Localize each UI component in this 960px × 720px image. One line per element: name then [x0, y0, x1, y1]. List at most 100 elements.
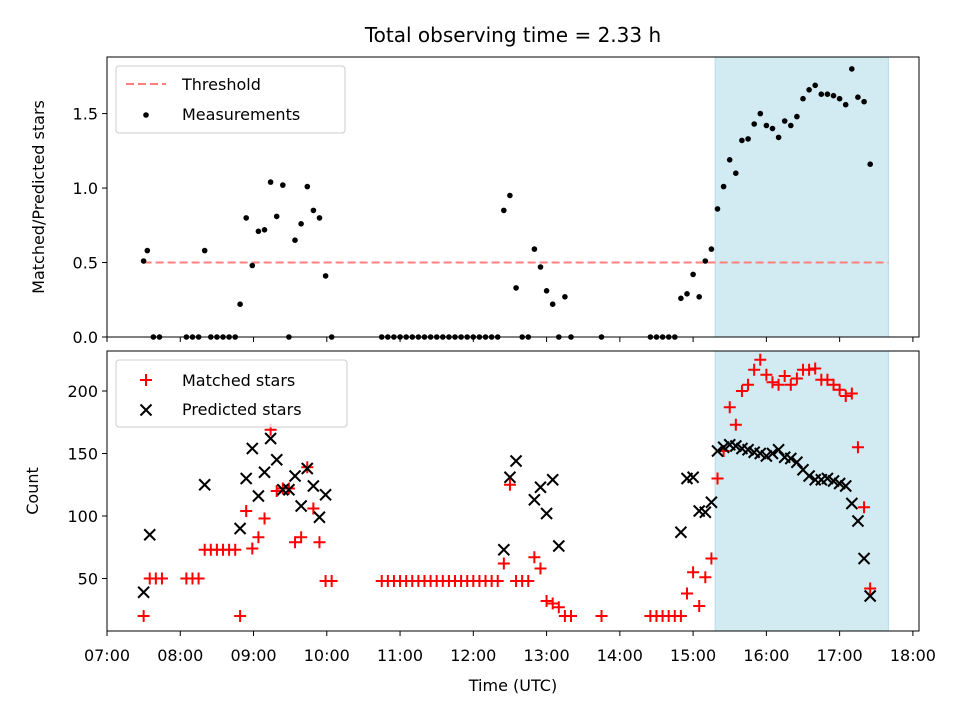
measurement-point: [267, 179, 274, 185]
x-stroke: [772, 443, 785, 456]
measurement-point: [690, 271, 696, 278]
measurement-point: [800, 95, 806, 102]
predicted-star-point: [863, 589, 877, 603]
measurement-point: [739, 137, 745, 144]
measurement-point: [842, 101, 849, 108]
x-stroke: [741, 443, 755, 456]
matched-star-point: [540, 595, 553, 607]
matched-star-point: [307, 502, 320, 515]
matched-star-point: [528, 551, 541, 564]
predicted-star-point: [270, 453, 283, 466]
x-stroke: [246, 442, 259, 455]
x-stroke: [729, 439, 743, 453]
predicted-star-point: [264, 432, 277, 445]
predicted-star-point: [509, 454, 523, 468]
x-stroke: [766, 447, 779, 460]
matched-star-point: [754, 353, 767, 366]
ratio-x-ticks: [106, 337, 914, 342]
measurement-point: [543, 288, 550, 294]
measurement-point: [855, 94, 861, 100]
x-stroke: [307, 479, 320, 493]
x-stroke: [839, 479, 852, 493]
matched-star-point: [760, 368, 773, 381]
legend-plus-marker: [140, 374, 152, 386]
predicted-star-point: [294, 499, 308, 513]
x-stroke: [143, 528, 156, 541]
y-tick-label: 0.5: [73, 254, 98, 273]
count-y-axis-label: Count: [23, 467, 42, 515]
matched-star-point: [809, 362, 822, 375]
measurement-point: [861, 98, 867, 105]
matched-star-point: [729, 418, 742, 431]
x-stroke: [239, 472, 253, 485]
observing-window-shade: [714, 350, 889, 632]
matched-star-point: [546, 597, 559, 610]
matched-star-point: [295, 531, 308, 544]
x-tick-label: 13:00: [524, 646, 570, 665]
x-stroke: [790, 456, 804, 469]
matched-star-point: [252, 531, 265, 544]
predicted-stars-points: [137, 432, 877, 603]
x-stroke: [282, 483, 296, 496]
ratio-legend: Threshold Measurements: [115, 65, 346, 134]
chart-title: Total observing time = 2.33 h: [364, 23, 661, 47]
measurement-point: [261, 227, 268, 233]
x-stroke: [851, 514, 865, 528]
count-legend: Matched stars Predicted stars: [115, 359, 348, 428]
predicted-star-point: [233, 522, 247, 535]
matched-star-point: [155, 572, 168, 585]
matched-star-point: [313, 536, 326, 549]
x-stroke: [754, 447, 767, 460]
x-stroke: [802, 469, 816, 483]
predicted-star-point: [546, 473, 559, 486]
x-stroke: [674, 526, 688, 539]
predicted-star-point: [258, 466, 271, 479]
measurement-point: [763, 122, 770, 129]
matched-star-point: [790, 372, 803, 385]
matched-star-point: [748, 363, 761, 376]
predicted-star-point: [686, 471, 700, 484]
predicted-star-point: [252, 489, 265, 503]
x-stroke: [827, 474, 840, 488]
measurement-point: [794, 113, 800, 120]
y-tick-label: 1.0: [73, 179, 98, 198]
count-panel-frame: [106, 350, 920, 632]
measurement-point: [249, 262, 256, 269]
x-stroke: [686, 471, 700, 484]
predicted-star-point: [137, 586, 150, 599]
matched-star-point: [534, 562, 547, 575]
legend-threshold-label: Threshold: [181, 75, 261, 94]
legend-x-marker: [139, 403, 153, 417]
predicted-star-point: [674, 526, 688, 539]
measurement-point: [501, 207, 507, 214]
legend-predicted-swatch: [139, 403, 153, 417]
predicted-star-point: [552, 539, 565, 553]
matched-star-point: [137, 610, 150, 622]
x-tick-label: 15:00: [670, 646, 716, 665]
predicted-star-point: [705, 496, 718, 509]
x-stroke: [233, 522, 247, 535]
matched-star-point: [735, 385, 748, 397]
measurement-point: [531, 246, 538, 252]
measurement-point: [708, 246, 715, 252]
x-tick-label: 16:00: [743, 646, 789, 665]
y-tick-label: 150: [67, 445, 98, 464]
x-stroke: [784, 452, 797, 465]
matched-star-point: [503, 478, 516, 491]
measurement-point: [714, 206, 721, 212]
measurement-point: [684, 291, 690, 297]
measurement-point: [836, 95, 843, 102]
x-stroke: [863, 589, 877, 603]
x-stroke: [705, 496, 718, 509]
matched-star-point: [766, 376, 779, 389]
matched-star-point: [851, 441, 864, 454]
predicted-star-point: [528, 493, 541, 506]
matched-star-point: [681, 587, 693, 600]
measurement-point: [849, 66, 855, 72]
x-stroke: [534, 481, 547, 494]
matched-star-point: [552, 601, 565, 614]
x-stroke: [778, 451, 791, 464]
x-stroke: [711, 444, 724, 458]
matched-star-point: [778, 370, 791, 382]
measurement-point: [316, 215, 323, 221]
